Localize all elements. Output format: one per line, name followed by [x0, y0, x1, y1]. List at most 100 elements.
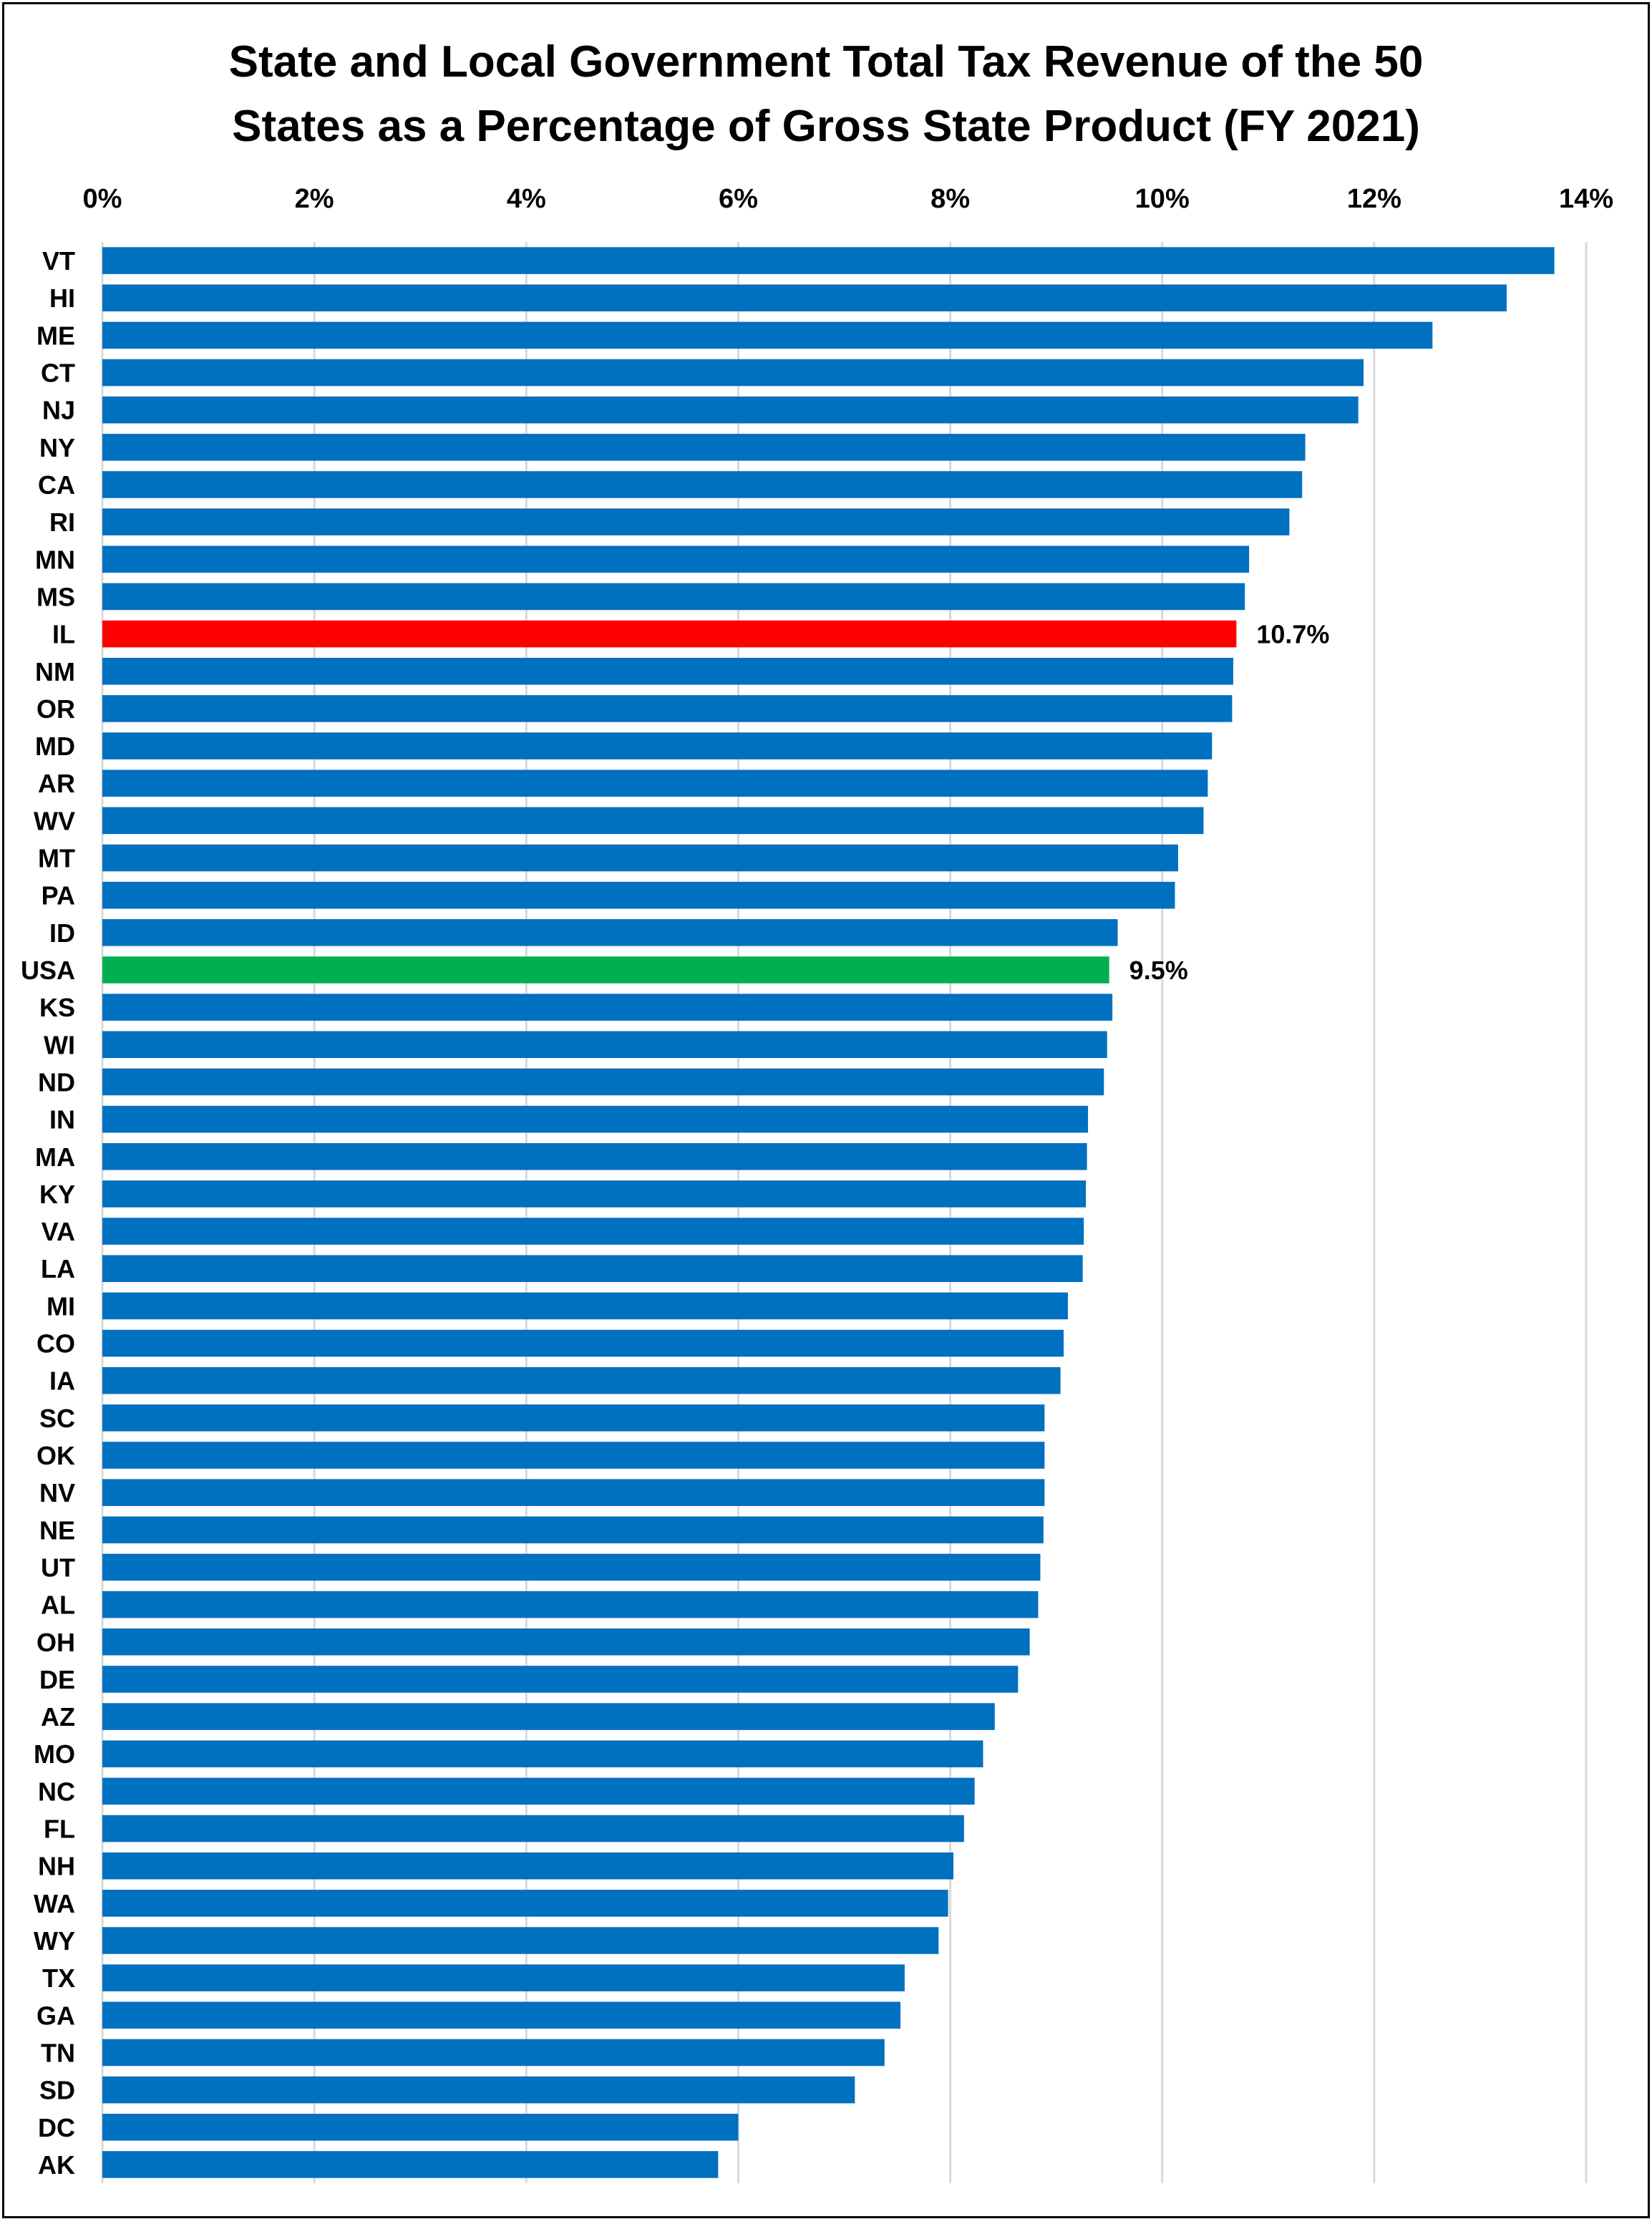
y-category-label: RI	[49, 508, 75, 537]
y-category-label: NJ	[42, 396, 75, 425]
y-category-label: DE	[39, 1665, 75, 1694]
bar	[102, 881, 1175, 909]
y-category-label: GA	[37, 2001, 75, 2030]
bar	[102, 434, 1306, 461]
bar	[102, 1666, 1019, 1693]
y-category-label: MA	[35, 1142, 75, 1172]
y-category-label: AL	[41, 1591, 75, 1620]
bar	[102, 2113, 739, 2141]
y-category-label: WI	[44, 1030, 75, 1059]
bar	[102, 1068, 1104, 1096]
bar	[102, 732, 1213, 759]
bar	[102, 396, 1359, 424]
y-category-label: MT	[38, 844, 75, 873]
y-category-label: ID	[49, 918, 75, 948]
chart-title: State and Local Government Total Tax Rev…	[0, 30, 1652, 159]
y-category-label: HI	[49, 283, 75, 313]
y-category-label: AR	[38, 769, 75, 798]
x-tick-label: 0%	[83, 184, 122, 214]
y-category-label: IN	[49, 1105, 75, 1135]
bar	[102, 1105, 1089, 1133]
bar	[102, 2151, 719, 2178]
chart-title-line-2: States as a Percentage of Gross State Pr…	[232, 102, 1420, 151]
bar	[102, 1329, 1064, 1357]
y-category-label: CA	[38, 470, 75, 500]
bar	[102, 1777, 975, 1805]
y-category-label: KY	[39, 1180, 75, 1209]
y-category-label: CO	[37, 1329, 75, 1359]
bar	[102, 657, 1233, 685]
bar	[102, 1366, 1061, 1394]
y-category-label: AK	[38, 2150, 75, 2180]
y-category-label: TN	[41, 2038, 75, 2067]
bar	[102, 1031, 1107, 1059]
bar	[102, 1553, 1041, 1581]
bar	[102, 1927, 939, 1954]
y-category-label: KS	[39, 993, 75, 1022]
y-category-label: VA	[42, 1217, 75, 1246]
y-category-label: WY	[34, 1926, 75, 1956]
y-category-label: WA	[34, 1889, 75, 1918]
y-category-label: VT	[42, 246, 75, 276]
y-category-label: FL	[44, 1815, 75, 1844]
y-category-label: ME	[37, 321, 75, 350]
bar	[102, 620, 1237, 648]
bar	[102, 1516, 1044, 1544]
x-tick-label: 8%	[931, 184, 970, 214]
bar	[102, 956, 1109, 984]
y-category-label: MD	[35, 732, 75, 761]
bar	[102, 359, 1364, 387]
bar	[102, 1180, 1087, 1208]
y-category-label: OK	[37, 1441, 75, 1470]
y-category-label: SC	[39, 1404, 75, 1433]
y-category-label: MS	[37, 582, 75, 611]
bar	[102, 919, 1118, 946]
bar	[102, 1292, 1068, 1320]
bar	[102, 247, 1555, 274]
y-category-label: WV	[34, 806, 75, 835]
x-tick-label: 14%	[1559, 184, 1613, 214]
bar	[102, 1479, 1045, 1506]
y-category-label: MI	[47, 1291, 75, 1321]
y-category-label: NH	[38, 1852, 75, 1881]
y-category-label: NV	[39, 1478, 75, 1507]
x-tick-label: 10%	[1135, 184, 1190, 214]
bar	[102, 769, 1208, 797]
y-category-label: NC	[38, 1777, 75, 1806]
bar	[102, 1591, 1039, 1618]
bar	[102, 1890, 948, 1917]
y-category-label: MO	[34, 1739, 75, 1769]
bar	[102, 1218, 1084, 1245]
bar	[102, 844, 1178, 872]
y-category-label: IA	[49, 1366, 75, 1396]
bar	[102, 321, 1433, 349]
bar	[102, 1628, 1030, 1656]
bar	[102, 1703, 995, 1730]
bar	[102, 2076, 855, 2104]
y-category-label: SD	[39, 2076, 75, 2105]
x-tick-label: 12%	[1347, 184, 1401, 214]
x-tick-label: 2%	[295, 184, 334, 214]
bar	[102, 1815, 964, 1842]
y-category-label: DC	[38, 2113, 75, 2142]
y-category-label: CT	[41, 359, 75, 388]
bar	[102, 2001, 900, 2029]
y-category-label: USA	[21, 956, 75, 985]
bar	[102, 1852, 954, 1880]
y-category-label: NM	[35, 657, 75, 686]
y-category-label: TX	[42, 1963, 75, 1993]
x-tick-label: 4%	[507, 184, 546, 214]
y-category-label: PA	[42, 881, 75, 911]
bar	[102, 1964, 905, 1991]
bar	[102, 1255, 1083, 1283]
bar	[102, 1442, 1045, 1469]
bar	[102, 1142, 1087, 1170]
bar	[102, 545, 1250, 573]
bar	[102, 807, 1204, 835]
data-label: 9.5%	[1129, 956, 1188, 985]
y-category-label: IL	[52, 620, 75, 649]
bar	[102, 508, 1290, 535]
y-category-label: MN	[35, 545, 75, 574]
data-label: 10.7%	[1256, 620, 1329, 649]
